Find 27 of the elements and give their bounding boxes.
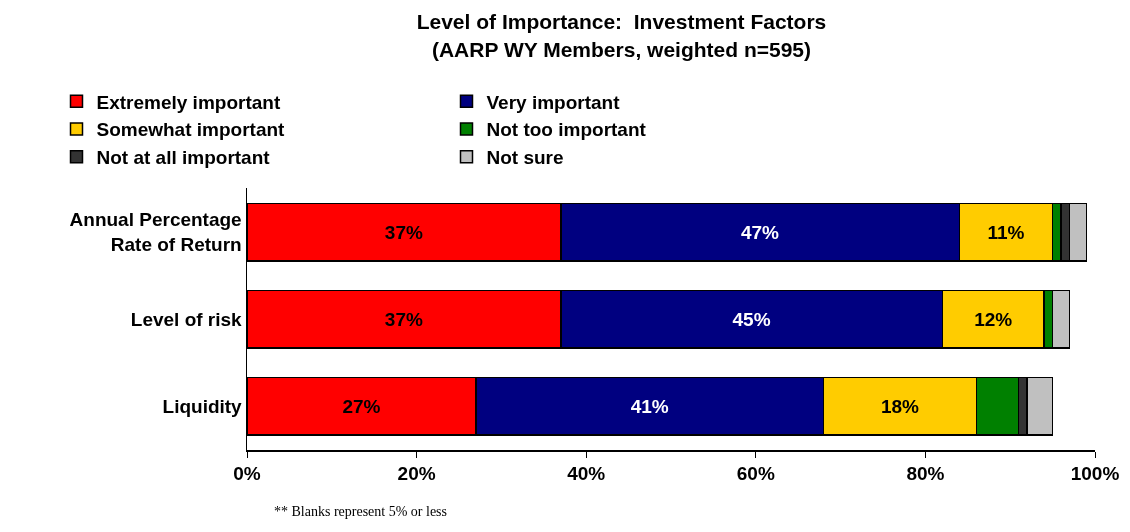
data-label: 12% <box>974 308 1013 330</box>
legend-label: Not at all important <box>96 147 271 169</box>
data-label: 47% <box>740 221 780 243</box>
x-tick-label: 40% <box>567 463 606 485</box>
x-tick-label: 100% <box>1070 463 1120 485</box>
data-label: 37% <box>384 308 423 330</box>
legend-label: Extremely important <box>96 91 281 113</box>
legend-label: Not too important <box>486 119 647 141</box>
x-tick-label: 20% <box>397 463 436 485</box>
legend-label: Very important <box>486 91 621 113</box>
chart-subtitle: (AARP WY Members, weighted n=595) <box>431 37 812 61</box>
data-label: 18% <box>880 395 920 417</box>
y-tick-label: Liquidity <box>162 396 243 418</box>
x-tick-label: 0% <box>233 463 261 485</box>
legend-label: Somewhat important <box>96 119 286 141</box>
x-tick-label: 80% <box>906 463 945 485</box>
data-label: 45% <box>732 308 771 330</box>
data-label: 11% <box>987 221 1025 243</box>
legend-label: Not sure <box>486 147 564 169</box>
data-label: 27% <box>342 395 381 417</box>
data-label: 37% <box>384 221 423 243</box>
x-tick-label: 60% <box>736 463 775 485</box>
y-tick-label: Level of risk <box>130 308 243 330</box>
text: ** Blanks represent 5% or less <box>274 504 448 519</box>
data-label: 41% <box>630 395 669 417</box>
chart-title: Level of Importance: Investment Factors <box>416 10 827 34</box>
y-tick-label: Annual Percentage Rate of Return <box>69 209 242 256</box>
